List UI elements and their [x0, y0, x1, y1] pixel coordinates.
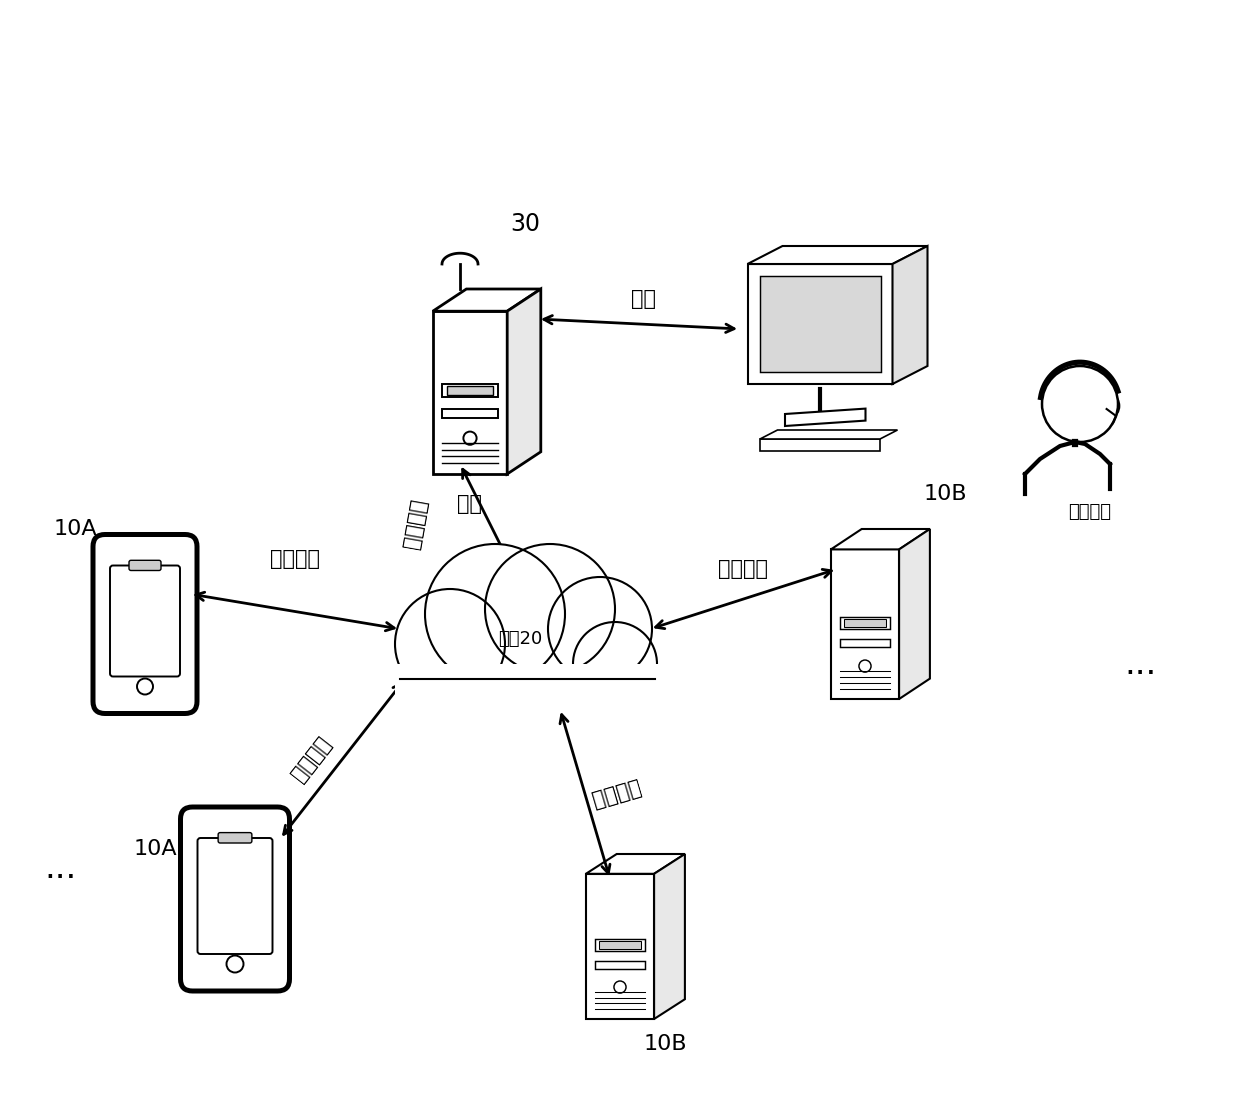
Ellipse shape — [1105, 395, 1120, 416]
Polygon shape — [748, 246, 928, 264]
Polygon shape — [831, 549, 899, 698]
Polygon shape — [839, 638, 890, 647]
Polygon shape — [443, 409, 497, 418]
Polygon shape — [893, 246, 928, 384]
Circle shape — [396, 589, 505, 698]
FancyBboxPatch shape — [181, 807, 289, 991]
Text: 10B: 10B — [644, 1034, 687, 1054]
Circle shape — [614, 981, 626, 993]
Text: 10A: 10A — [53, 519, 97, 539]
Circle shape — [859, 659, 870, 672]
Text: 行为数据: 行为数据 — [289, 733, 335, 785]
Circle shape — [464, 431, 476, 444]
Polygon shape — [748, 264, 893, 384]
Text: 10A: 10A — [133, 839, 177, 859]
Polygon shape — [599, 941, 641, 949]
FancyBboxPatch shape — [197, 838, 273, 954]
Polygon shape — [655, 854, 684, 1019]
Text: 行为数据: 行为数据 — [270, 549, 320, 569]
Text: 10B: 10B — [924, 483, 967, 504]
Polygon shape — [831, 529, 930, 549]
Polygon shape — [585, 854, 684, 873]
Text: 报警: 报警 — [631, 289, 656, 309]
Text: ···: ··· — [43, 862, 76, 896]
Polygon shape — [433, 289, 541, 311]
Polygon shape — [595, 960, 645, 969]
Circle shape — [485, 544, 615, 674]
Text: ···: ··· — [1123, 657, 1156, 691]
FancyBboxPatch shape — [93, 535, 197, 713]
FancyBboxPatch shape — [396, 664, 665, 709]
Polygon shape — [595, 939, 645, 950]
Polygon shape — [507, 289, 541, 473]
Circle shape — [573, 622, 657, 706]
Text: 行为数据: 行为数据 — [588, 778, 642, 811]
Polygon shape — [443, 384, 497, 398]
Polygon shape — [585, 873, 655, 1019]
Text: 行为数据: 行为数据 — [718, 559, 768, 579]
Polygon shape — [760, 439, 880, 451]
Polygon shape — [759, 276, 880, 372]
Polygon shape — [844, 618, 885, 627]
Circle shape — [1042, 367, 1118, 442]
Text: 网络20: 网络20 — [498, 631, 542, 648]
Circle shape — [548, 577, 652, 681]
Circle shape — [227, 956, 243, 973]
Polygon shape — [785, 409, 866, 426]
FancyBboxPatch shape — [110, 566, 180, 676]
Text: 行为数据: 行为数据 — [401, 498, 429, 550]
Text: 30: 30 — [510, 212, 539, 236]
Text: 应急人员: 应急人员 — [1069, 504, 1111, 521]
FancyBboxPatch shape — [129, 560, 161, 570]
Polygon shape — [448, 387, 492, 395]
FancyBboxPatch shape — [218, 832, 252, 843]
Polygon shape — [433, 311, 507, 473]
Polygon shape — [839, 617, 890, 628]
Circle shape — [425, 544, 565, 684]
Polygon shape — [760, 430, 898, 439]
Text: 主机: 主机 — [458, 494, 482, 514]
Circle shape — [136, 678, 153, 694]
Polygon shape — [899, 529, 930, 698]
